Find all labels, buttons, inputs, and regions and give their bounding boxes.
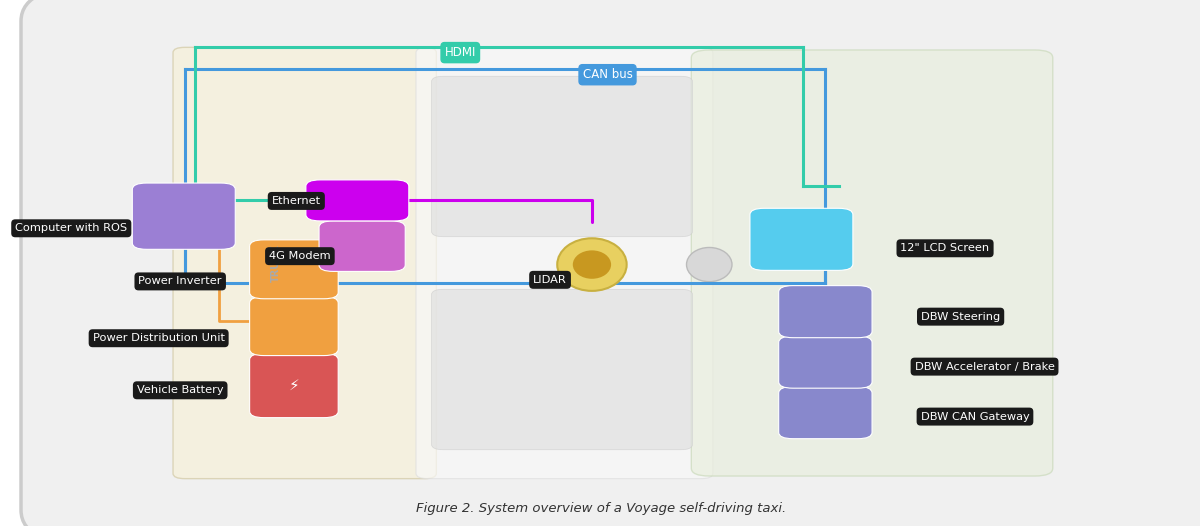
Text: Computer with ROS: Computer with ROS xyxy=(16,223,127,234)
Text: LIDAR: LIDAR xyxy=(533,275,566,285)
FancyBboxPatch shape xyxy=(250,353,338,418)
Text: 12" LCD Screen: 12" LCD Screen xyxy=(900,243,990,254)
Text: ⚡: ⚡ xyxy=(288,378,299,393)
FancyBboxPatch shape xyxy=(306,180,409,221)
Text: TRUNK: TRUNK xyxy=(271,244,281,282)
FancyBboxPatch shape xyxy=(250,297,338,356)
FancyBboxPatch shape xyxy=(432,76,692,237)
FancyBboxPatch shape xyxy=(250,240,338,299)
Text: DBW Accelerator / Brake: DBW Accelerator / Brake xyxy=(914,361,1055,372)
Ellipse shape xyxy=(557,238,626,291)
Text: Figure 2. System overview of a Voyage self-driving taxi.: Figure 2. System overview of a Voyage se… xyxy=(416,502,787,515)
Text: Power Inverter: Power Inverter xyxy=(138,276,222,287)
Text: HDMI: HDMI xyxy=(444,46,476,59)
FancyBboxPatch shape xyxy=(779,336,872,388)
FancyBboxPatch shape xyxy=(22,0,1200,526)
FancyBboxPatch shape xyxy=(750,208,853,270)
Text: DBW CAN Gateway: DBW CAN Gateway xyxy=(920,411,1030,422)
Text: Vehicle Battery: Vehicle Battery xyxy=(137,385,223,396)
FancyBboxPatch shape xyxy=(432,289,692,450)
FancyBboxPatch shape xyxy=(132,183,235,249)
Text: DBW Steering: DBW Steering xyxy=(920,311,1001,322)
FancyBboxPatch shape xyxy=(416,47,713,479)
Text: Power Distribution Unit: Power Distribution Unit xyxy=(92,333,224,343)
FancyBboxPatch shape xyxy=(691,50,1052,476)
FancyBboxPatch shape xyxy=(779,286,872,338)
Text: 4G Modem: 4G Modem xyxy=(269,251,331,261)
Ellipse shape xyxy=(572,250,611,279)
Ellipse shape xyxy=(686,247,732,282)
FancyBboxPatch shape xyxy=(173,47,437,479)
Text: CAN bus: CAN bus xyxy=(582,68,632,81)
Text: Ethernet: Ethernet xyxy=(271,196,320,206)
FancyBboxPatch shape xyxy=(779,387,872,439)
FancyBboxPatch shape xyxy=(319,221,406,271)
